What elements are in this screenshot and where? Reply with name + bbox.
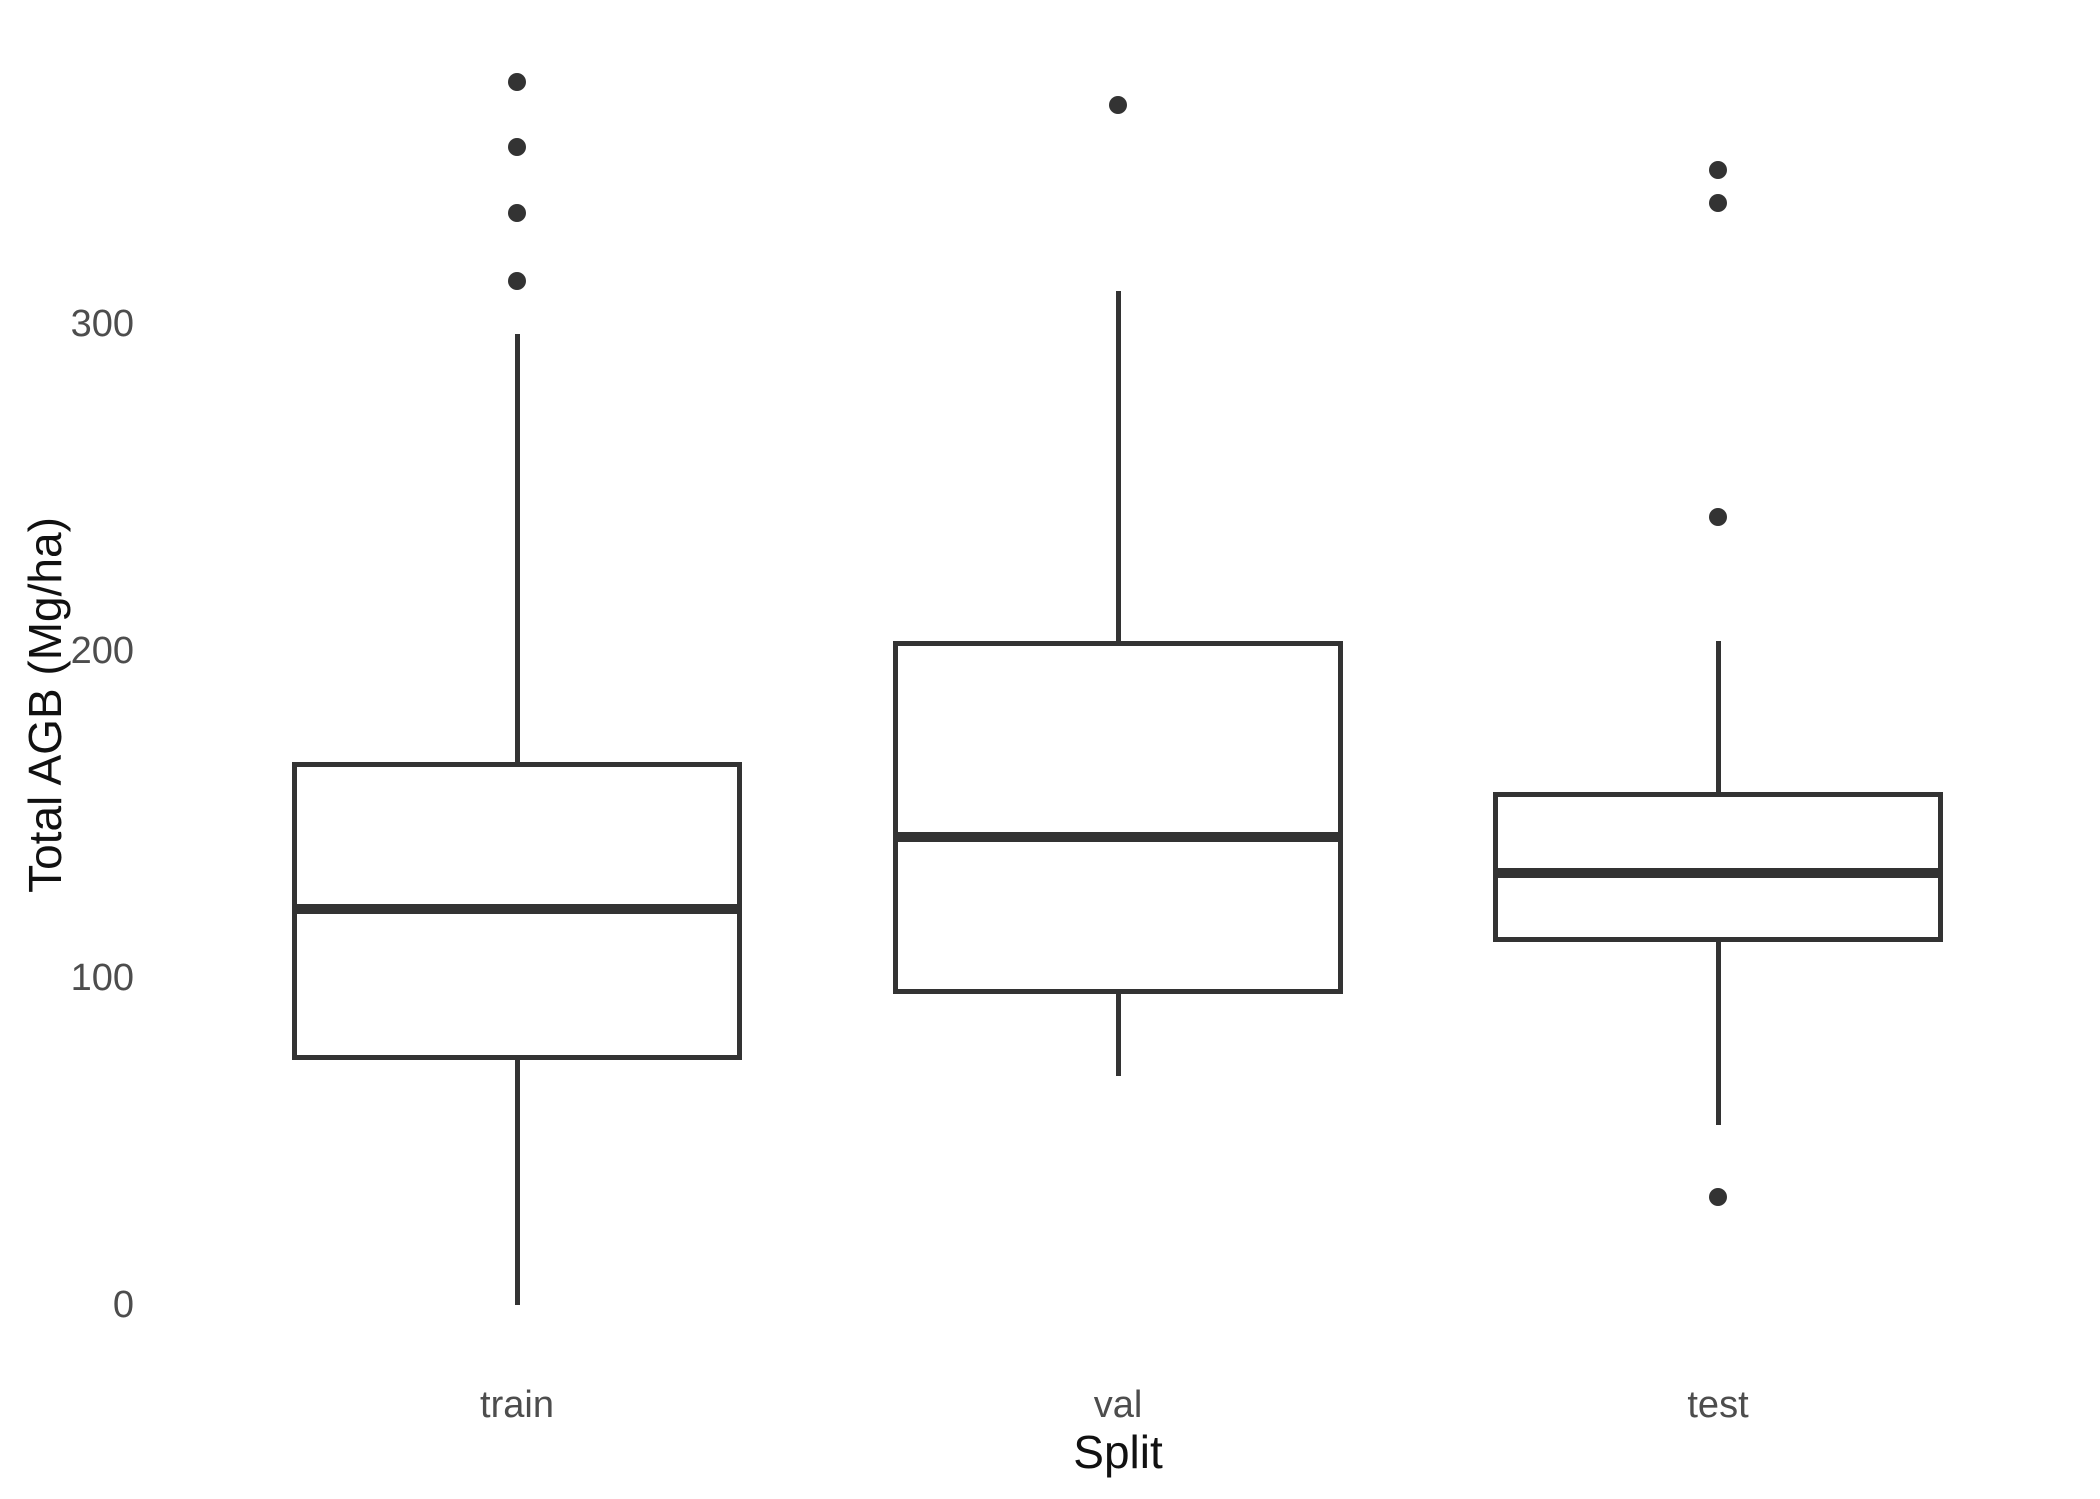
median-val (893, 832, 1343, 843)
x-axis-title: Split (1073, 1426, 1163, 1478)
median-test (1493, 868, 1943, 879)
y-tick-label-200: 200 (70, 630, 134, 672)
whisker-upper-train (514, 333, 520, 763)
outlier-point-val (1109, 95, 1127, 114)
outlier-point-train (508, 203, 526, 222)
median-train (292, 904, 742, 915)
whisker-lower-val (1115, 994, 1121, 1077)
whisker-upper-val (1115, 291, 1121, 642)
x-tick-label-val: val (1093, 1384, 1143, 1426)
x-tick-label-test: test (1687, 1384, 1749, 1426)
y-axis-title: Total AGB (Mg/ha) (19, 517, 71, 893)
y-tick-label-100: 100 (70, 957, 134, 999)
outlier-point-train (508, 272, 526, 291)
y-tick-label-0: 0 (112, 1284, 134, 1326)
box-test (1493, 791, 1943, 943)
whisker-upper-test (1715, 641, 1721, 792)
x-tick-label-train: train (480, 1384, 554, 1426)
box-val (893, 641, 1343, 995)
outlier-point-train (508, 73, 526, 92)
whisker-lower-test (1715, 942, 1721, 1126)
whisker-lower-train (514, 1059, 520, 1305)
outlier-point-test (1709, 1188, 1727, 1207)
y-tick-label-300: 300 (70, 303, 134, 345)
outlier-point-train (508, 138, 526, 157)
outlier-point-test (1709, 507, 1727, 526)
outlier-point-test (1709, 194, 1727, 212)
outlier-point-test (1709, 161, 1727, 180)
